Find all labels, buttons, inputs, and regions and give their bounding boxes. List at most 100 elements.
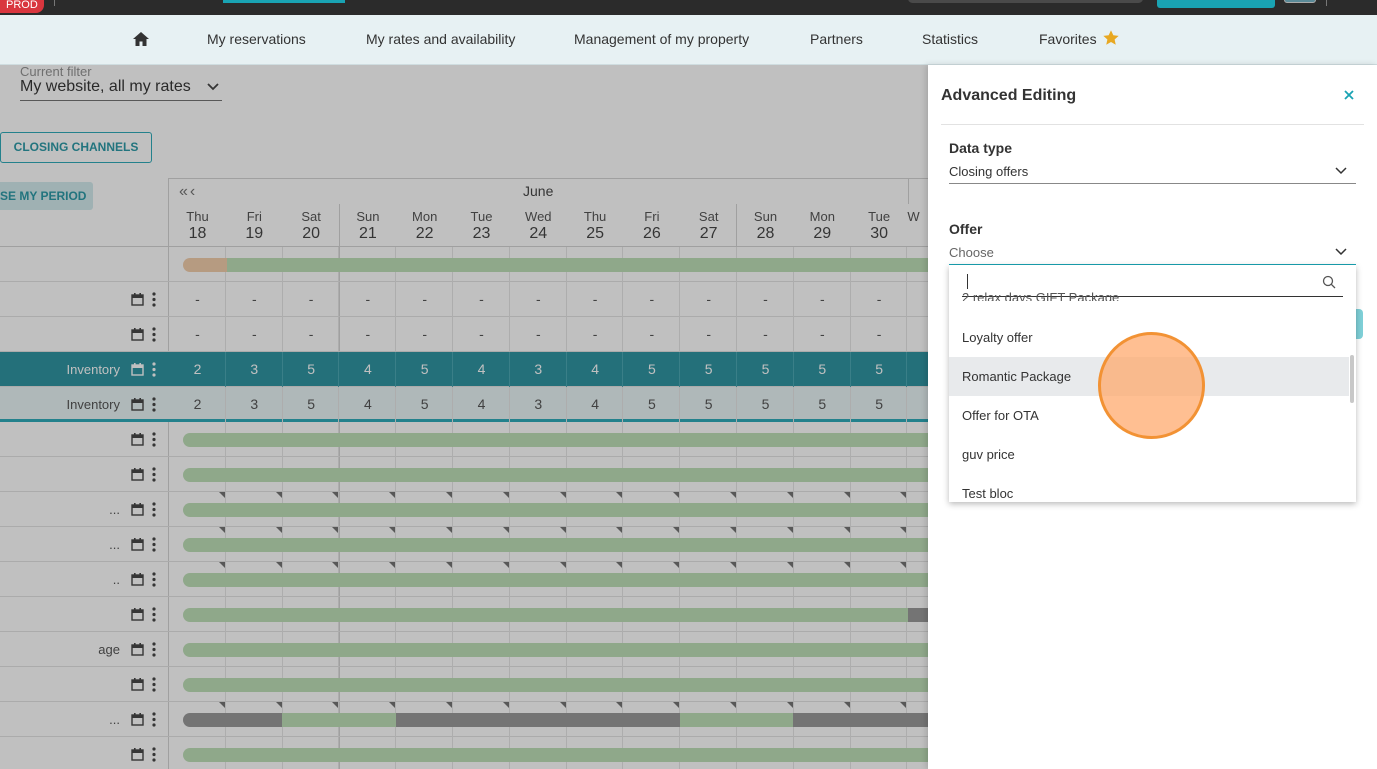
empty-cell[interactable]: - xyxy=(251,291,257,307)
chevron-down-icon[interactable] xyxy=(206,80,220,94)
nav-rates-availability[interactable]: My rates and availability xyxy=(366,31,516,47)
more-vert-icon[interactable] xyxy=(152,537,156,552)
availability-bar[interactable] xyxy=(183,678,928,692)
empty-cell[interactable]: - xyxy=(195,326,200,342)
offer-option[interactable]: 2 relax days GIFT Package xyxy=(962,290,1120,301)
empty-cell[interactable]: - xyxy=(876,326,882,342)
inventory-cell[interactable]: 5 xyxy=(647,361,656,377)
inventory-cell[interactable]: 5 xyxy=(761,396,770,412)
modal-overlay[interactable] xyxy=(0,65,928,769)
home-icon[interactable] xyxy=(131,29,151,49)
availability-bar[interactable] xyxy=(183,433,928,447)
availability-bar[interactable] xyxy=(227,258,928,272)
calendar-prev-arrows-icon[interactable]: «‹ xyxy=(179,183,198,200)
inventory-cell[interactable]: 5 xyxy=(307,396,315,412)
more-vert-icon[interactable] xyxy=(152,572,156,587)
empty-cell[interactable]: - xyxy=(592,326,598,342)
empty-cell[interactable]: - xyxy=(308,326,314,342)
inventory-cell[interactable]: 5 xyxy=(761,361,770,377)
availability-bar[interactable] xyxy=(183,258,227,272)
offer-option[interactable]: Loyalty offer xyxy=(962,330,1033,345)
calendar-icon[interactable] xyxy=(131,643,144,656)
availability-bar[interactable] xyxy=(183,503,928,517)
inventory-cell[interactable]: 4 xyxy=(477,396,486,412)
inventory-cell[interactable]: 5 xyxy=(704,361,713,377)
inventory-cell[interactable]: 5 xyxy=(704,396,713,412)
offer-option[interactable]: guv price xyxy=(962,447,1015,462)
empty-cell[interactable]: - xyxy=(649,291,655,307)
inventory-cell[interactable]: 3 xyxy=(250,396,259,412)
inventory-cell[interactable]: 4 xyxy=(363,361,372,377)
more-vert-icon[interactable] xyxy=(152,642,156,657)
availability-bar[interactable] xyxy=(183,713,282,727)
empty-cell[interactable]: - xyxy=(422,326,428,342)
offer-search-input[interactable] xyxy=(962,271,1343,297)
more-vert-icon[interactable] xyxy=(152,362,156,377)
inventory-cell[interactable]: 2 xyxy=(193,396,202,412)
inventory-cell[interactable]: 2 xyxy=(193,361,202,377)
empty-cell[interactable]: - xyxy=(592,291,598,307)
close-icon[interactable] xyxy=(1341,87,1357,103)
more-vert-icon[interactable] xyxy=(152,397,156,412)
empty-cell[interactable]: - xyxy=(479,291,484,307)
offer-option[interactable]: Test bloc xyxy=(962,486,1014,501)
calendar-icon[interactable] xyxy=(131,468,144,481)
inventory-cell[interactable]: 4 xyxy=(591,396,599,412)
availability-bar[interactable] xyxy=(183,573,928,587)
empty-cell[interactable]: - xyxy=(649,326,655,342)
availability-bar[interactable] xyxy=(183,748,928,762)
more-vert-icon[interactable] xyxy=(152,607,156,622)
inventory-cell[interactable]: 5 xyxy=(818,396,827,412)
inventory-cell[interactable]: 5 xyxy=(875,361,883,377)
nav-partners[interactable]: Partners xyxy=(810,31,863,47)
more-vert-icon[interactable] xyxy=(152,712,156,727)
inventory-cell[interactable]: 5 xyxy=(307,361,315,377)
dropdown-scrollbar[interactable] xyxy=(1350,355,1354,403)
availability-bar[interactable] xyxy=(183,608,908,622)
inventory-cell[interactable]: 4 xyxy=(591,361,599,377)
availability-bar[interactable] xyxy=(680,713,793,727)
offer-option[interactable]: Offer for OTA xyxy=(962,408,1039,423)
inventory-cell[interactable]: 4 xyxy=(477,361,486,377)
availability-bar[interactable] xyxy=(282,713,396,727)
inventory-cell[interactable]: 3 xyxy=(250,361,259,377)
nav-favorites[interactable]: Favorites xyxy=(1039,31,1097,47)
calendar-icon[interactable] xyxy=(131,328,144,341)
empty-cell[interactable]: - xyxy=(365,326,371,342)
calendar-icon[interactable] xyxy=(131,713,144,726)
empty-cell[interactable]: - xyxy=(479,326,484,342)
empty-cell[interactable]: - xyxy=(308,291,314,307)
inventory-cell[interactable]: 3 xyxy=(534,396,543,412)
more-vert-icon[interactable] xyxy=(152,327,156,342)
calendar-icon[interactable] xyxy=(131,538,144,551)
more-vert-icon[interactable] xyxy=(152,677,156,692)
calendar-icon[interactable] xyxy=(131,398,144,411)
availability-bar[interactable] xyxy=(183,538,928,552)
inventory-cell[interactable]: 5 xyxy=(647,396,656,412)
global-search[interactable] xyxy=(908,0,1143,3)
calendar-icon[interactable] xyxy=(131,363,144,376)
empty-cell[interactable]: - xyxy=(706,291,712,307)
empty-cell[interactable]: - xyxy=(535,291,541,307)
availability-bar[interactable] xyxy=(793,713,928,727)
calendar-icon[interactable] xyxy=(131,503,144,516)
calendar-icon[interactable] xyxy=(131,293,144,306)
inventory-cell[interactable]: 5 xyxy=(875,396,883,412)
chevron-down-icon[interactable] xyxy=(1334,245,1348,259)
availability-bar[interactable] xyxy=(183,468,928,482)
offer-select[interactable]: Choose xyxy=(949,245,994,260)
more-vert-icon[interactable] xyxy=(152,747,156,762)
inventory-cell[interactable]: 5 xyxy=(818,361,827,377)
inventory-cell[interactable]: 3 xyxy=(534,361,543,377)
nav-my-reservations[interactable]: My reservations xyxy=(207,31,306,47)
calendar-icon[interactable] xyxy=(131,573,144,586)
availability-bar[interactable] xyxy=(908,608,928,622)
nav-property-management[interactable]: Management of my property xyxy=(574,31,750,47)
more-vert-icon[interactable] xyxy=(152,502,156,517)
nav-statistics[interactable]: Statistics xyxy=(922,31,979,47)
panel-action-button[interactable] xyxy=(1355,309,1363,339)
empty-cell[interactable]: - xyxy=(763,326,768,342)
inventory-cell[interactable]: 4 xyxy=(363,396,372,412)
availability-bar[interactable] xyxy=(183,643,928,657)
more-vert-icon[interactable] xyxy=(152,432,156,447)
